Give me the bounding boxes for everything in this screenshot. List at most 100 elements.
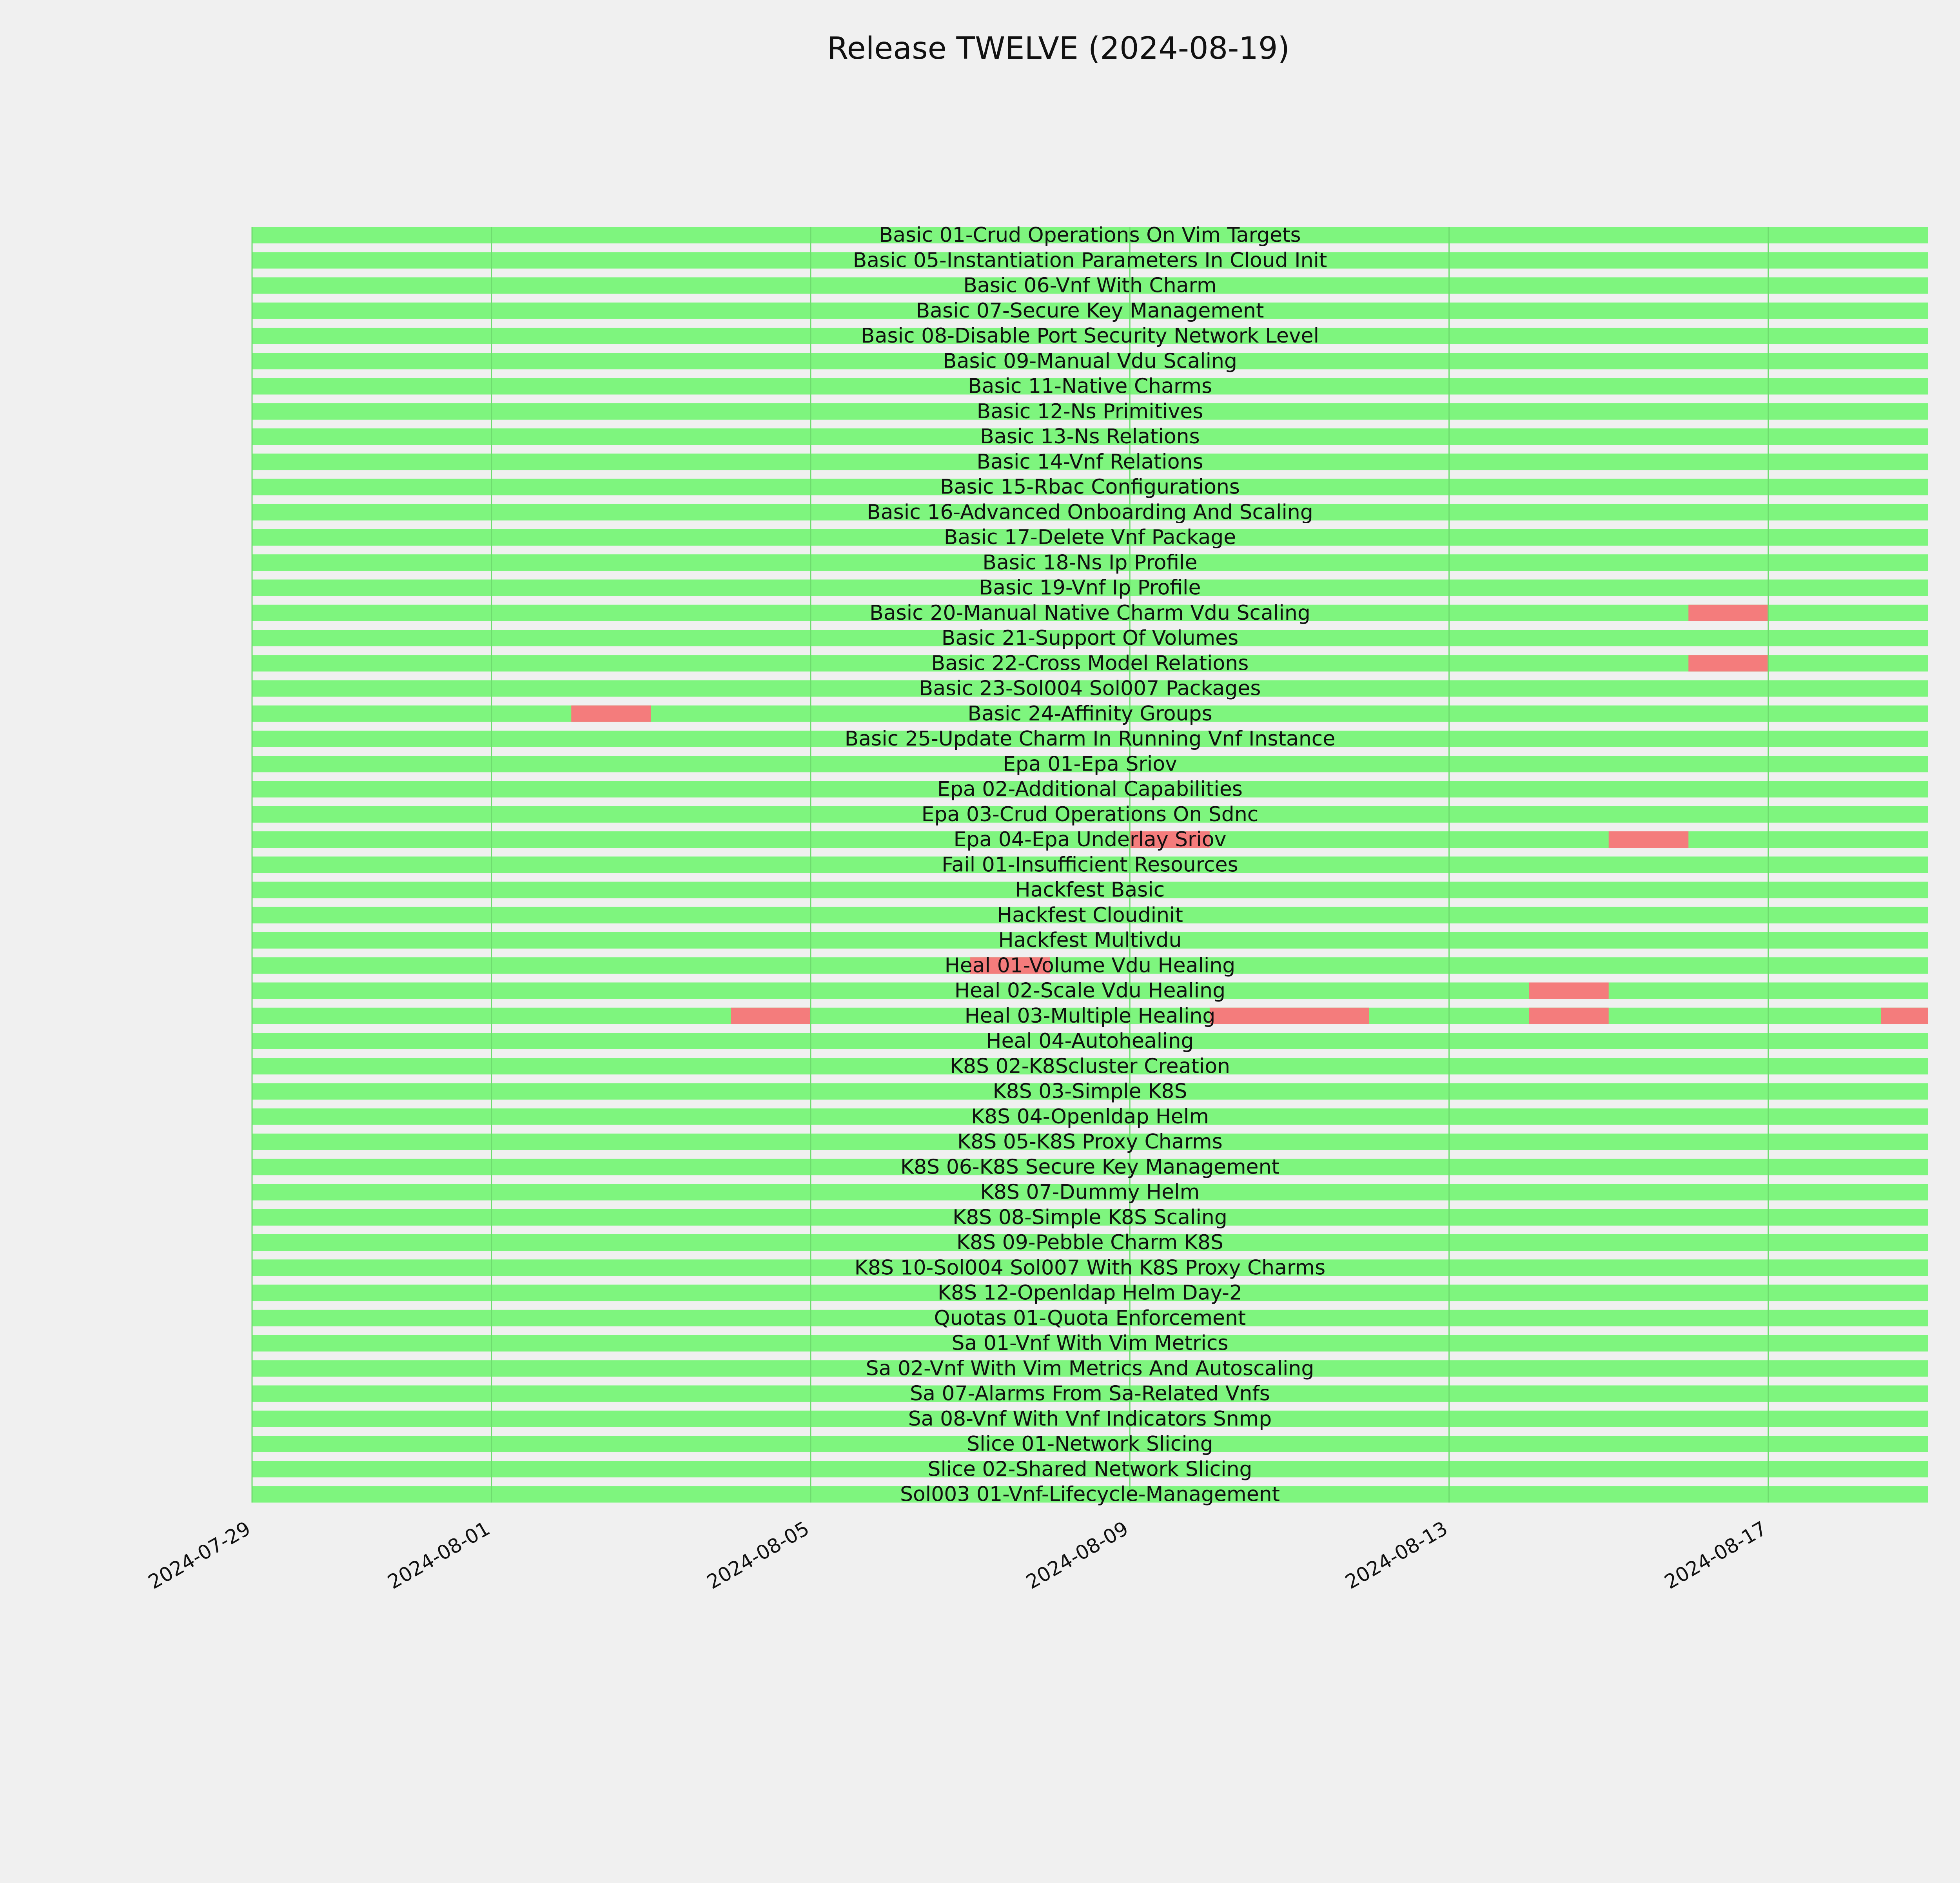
test-bar: [252, 932, 1928, 949]
test-label: Sa 07-Alarms From Sa-Related Vnfs: [910, 1382, 1270, 1406]
failure-segment: [1608, 831, 1689, 848]
test-label: Basic 22-Cross Model Relations: [931, 651, 1249, 675]
failure-segment: [731, 1007, 811, 1024]
test-bar: [252, 1385, 1928, 1402]
test-bar: [252, 1486, 1928, 1503]
x-tick-label: 2024-08-17: [1661, 1517, 1771, 1594]
test-bar: [252, 1058, 1928, 1075]
failure-segment: [1881, 1007, 1928, 1024]
x-tick-label: 2024-08-01: [384, 1517, 494, 1594]
test-label: Basic 15-Rbac Configurations: [940, 475, 1240, 499]
test-label: Basic 08-Disable Port Security Network L…: [861, 324, 1319, 348]
x-tick-label: 2024-08-05: [703, 1517, 813, 1594]
test-label: Quotas 01-Quota Enforcement: [934, 1306, 1246, 1330]
test-bar: [252, 1159, 1928, 1176]
test-bar: [252, 705, 1928, 722]
x-tick-label: 2024-07-29: [144, 1517, 254, 1594]
test-label: Basic 11-Native Charms: [968, 375, 1212, 398]
test-bar: [252, 1209, 1928, 1226]
test-bar: [252, 1184, 1928, 1201]
test-bar: [252, 856, 1928, 873]
test-bar: [252, 1284, 1928, 1301]
test-bar: [252, 630, 1928, 646]
test-bar: [252, 1234, 1928, 1251]
test-label: Basic 06-Vnf With Charm: [963, 274, 1216, 298]
test-bar: [252, 1134, 1928, 1150]
fail-layer: [571, 604, 1928, 1024]
test-bar: [252, 1033, 1928, 1049]
test-bar: [252, 756, 1928, 773]
test-label: Hackfest Cloudinit: [997, 903, 1183, 927]
failure-segment: [1529, 1007, 1609, 1024]
test-label: Basic 01-Crud Operations On Vim Targets: [879, 223, 1301, 247]
test-bar: [252, 378, 1928, 395]
test-label: Hackfest Multivdu: [998, 929, 1182, 952]
test-label: K8S 04-Openldap Helm: [971, 1105, 1209, 1128]
x-tick-label: 2024-08-09: [1022, 1517, 1132, 1594]
test-bar: [252, 403, 1928, 420]
test-label: Basic 12-Ns Primitives: [977, 400, 1203, 423]
test-label: Slice 01-Network Slicing: [967, 1432, 1213, 1456]
tick-layer: 2024-07-29 2024-08-01 2024-08-05 2024-08-09…: [144, 1517, 1771, 1594]
test-bar: [252, 428, 1928, 445]
test-label: Sa 08-Vnf With Vnf Indicators Snmp: [908, 1407, 1272, 1431]
failure-segment: [1529, 982, 1609, 999]
test-label: Fail 01-Insufficient Resources: [942, 853, 1238, 876]
test-bar: [252, 579, 1928, 596]
test-label: Basic 16-Advanced Onboarding And Scaling: [867, 501, 1313, 524]
test-bar: [252, 1083, 1928, 1100]
test-bar: [252, 1461, 1928, 1478]
test-bar: [252, 1007, 1928, 1024]
test-label: K8S 10-Sol004 Sol007 With K8S Proxy Char…: [855, 1256, 1325, 1279]
test-label: K8S 05-K8S Proxy Charms: [957, 1130, 1223, 1154]
test-bar: [252, 1436, 1928, 1452]
test-label: Basic 18-Ns Ip Profile: [982, 551, 1197, 574]
test-label: Basic 14-Vnf Relations: [976, 450, 1203, 473]
test-label: Basic 13-Ns Relations: [980, 425, 1200, 448]
failure-segment: [571, 705, 651, 722]
chart-title: Release TWELVE (2024-08-19): [827, 31, 1290, 66]
failure-segment: [1130, 831, 1210, 848]
test-bar: [252, 680, 1928, 697]
test-label: Sa 01-Vnf With Vim Metrics: [951, 1332, 1228, 1355]
test-bar: [252, 227, 1928, 243]
test-bar: [252, 529, 1928, 546]
test-label: Basic 09-Manual Vdu Scaling: [943, 349, 1237, 373]
test-bar: [252, 1410, 1928, 1427]
failure-segment: [1209, 1007, 1369, 1024]
test-label: Sa 02-Vnf With Vim Metrics And Autoscali…: [866, 1357, 1314, 1380]
test-label: Epa 02-Additional Capabilities: [937, 778, 1243, 801]
test-bar: [252, 328, 1928, 344]
test-label: Basic 23-Sol004 Sol007 Packages: [919, 677, 1261, 700]
test-bar: [252, 479, 1928, 495]
test-bar: [252, 982, 1928, 999]
test-bar: [252, 277, 1928, 294]
test-bar: [252, 504, 1928, 521]
test-label: Basic 25-Update Charm In Running Vnf Ins…: [845, 727, 1336, 751]
test-label: Basic 17-Delete Vnf Package: [944, 526, 1236, 549]
test-bar: [252, 554, 1928, 571]
test-label: Epa 01-Epa Sriov: [1003, 752, 1177, 776]
test-bar: [252, 957, 1928, 974]
test-bar: [252, 781, 1928, 798]
test-bar: [252, 1335, 1928, 1351]
test-label: Basic 19-Vnf Ip Profile: [979, 576, 1201, 600]
failure-segment: [1688, 604, 1768, 621]
test-label: Heal 03-Multiple Healing: [965, 1004, 1216, 1028]
x-tick-label: 2024-08-13: [1341, 1517, 1452, 1594]
test-label: Hackfest Basic: [1015, 878, 1165, 902]
test-bar: [252, 1360, 1928, 1377]
test-label: K8S 03-Simple K8S: [993, 1080, 1187, 1103]
failure-segment: [970, 957, 1050, 974]
test-label: Heal 04-Autohealing: [986, 1029, 1194, 1053]
test-label: Epa 03-Crud Operations On Sdnc: [922, 803, 1259, 826]
test-bar: [252, 353, 1928, 370]
test-label: K8S 12-Openldap Helm Day-2: [938, 1281, 1242, 1305]
failure-segment: [1688, 655, 1768, 672]
test-bar: [252, 252, 1928, 269]
test-bar: [252, 302, 1928, 319]
test-label: Basic 24-Affinity Groups: [967, 702, 1212, 726]
test-bar: [252, 882, 1928, 898]
